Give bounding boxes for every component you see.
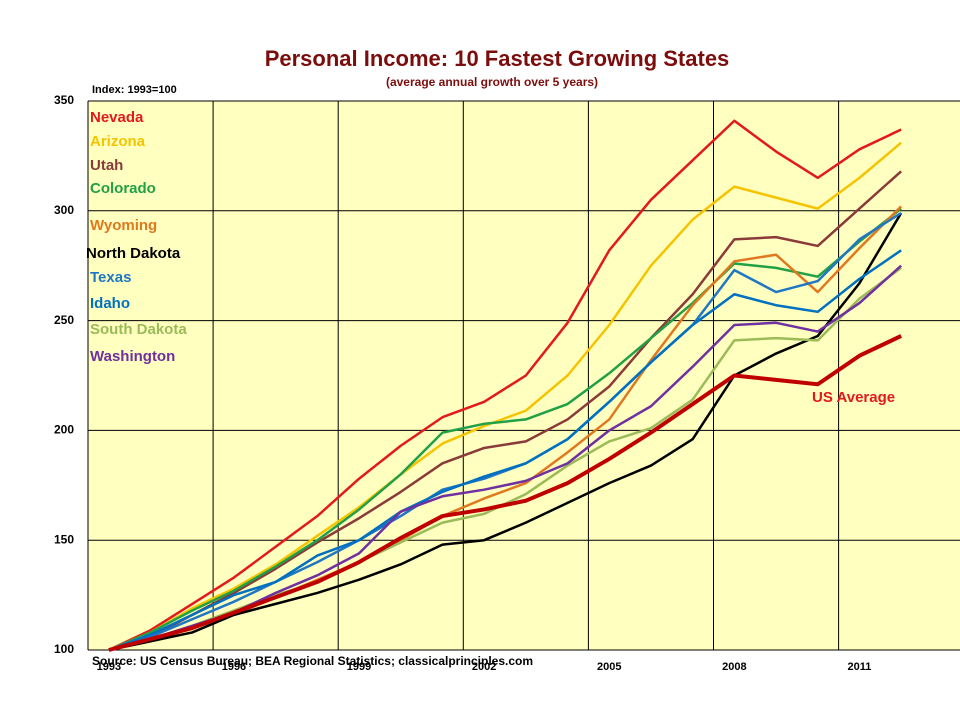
series-line [108,249,902,652]
y-axis-label: Index: 1993=100 [92,84,177,96]
x-tick-label: 1999 [347,661,371,673]
annotation: US Average [812,389,895,406]
legend-entry: Washington [90,348,175,365]
y-tick-label: 250 [54,313,74,327]
y-tick-label: 200 [54,423,74,437]
chart-title: Personal Income: 10 Fastest Growing Stat… [265,46,730,71]
x-tick-label: 1996 [222,661,246,673]
x-tick-label: 2011 [848,661,872,673]
y-tick-label: 350 [54,93,74,107]
x-tick-label: 2008 [722,661,746,673]
x-tick-label: 1993 [97,661,121,673]
legend-entry: Nevada [90,109,144,126]
series-line [108,334,903,652]
chart-subtitle: (average annual growth over 5 years) [386,75,598,89]
y-tick-label: 150 [54,532,74,546]
legend-entry: South Dakota [90,321,187,338]
series-line [108,212,903,652]
legend-entry: Idaho [90,295,130,312]
source-note: Source: US Census Bureau; BEA Regional S… [92,654,533,668]
series-line [108,119,902,652]
legend-entry: North Dakota [86,245,181,262]
series-line [108,170,902,652]
plot-layer: 100 150 200 250 300 350 1993 1996 1999 2002 2005 20… [54,93,960,673]
x-tick-label: 2005 [597,661,621,673]
legend-entry: Wyoming [90,217,157,234]
y-tick-label: 100 [54,642,74,656]
x-tick-label: 2002 [472,661,496,673]
series-line [108,141,902,652]
legend-entry: Utah [90,157,123,174]
legend-entry: Arizona [90,133,146,150]
y-tick-label: 300 [54,203,74,217]
legend-entry: Texas [90,269,131,286]
series-line [108,207,902,652]
legend-entry: Colorado [90,180,156,197]
